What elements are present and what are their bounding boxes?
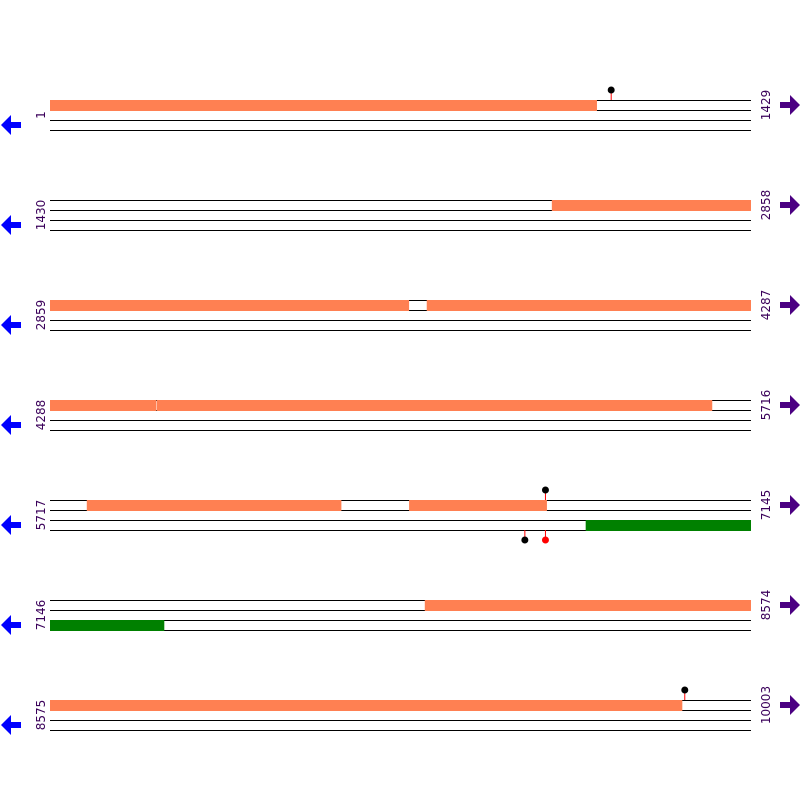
sequence-row: 4288 5716 bbox=[1, 390, 800, 435]
orf-bar-forward bbox=[426, 300, 751, 311]
sequence-row: 5717 7145 bbox=[1, 486, 800, 544]
orf-bar-forward bbox=[50, 700, 683, 711]
row-start-label: 2859 bbox=[34, 300, 48, 331]
arrow-left-icon bbox=[1, 515, 21, 535]
lollipop-marker-icon bbox=[607, 86, 615, 94]
orf-bar-forward bbox=[86, 500, 342, 511]
arrow-right-icon bbox=[780, 495, 800, 515]
orf-bar-forward bbox=[409, 500, 547, 511]
row-end-label: 1429 bbox=[759, 90, 773, 121]
row-end-label: 10003 bbox=[759, 686, 773, 724]
orf-bar-reverse bbox=[585, 520, 751, 531]
arrow-left-icon bbox=[1, 215, 21, 235]
sequence-row: 1 1429 bbox=[1, 86, 800, 135]
arrow-right-icon bbox=[780, 195, 800, 215]
orf-bar-forward bbox=[156, 400, 713, 411]
row-start-label: 4288 bbox=[34, 400, 48, 431]
row-start-label: 1430 bbox=[34, 200, 48, 231]
orf-bar-forward bbox=[551, 200, 751, 211]
sequence-row: 7146 8574 bbox=[1, 590, 800, 635]
lollipop-marker-icon bbox=[541, 486, 549, 494]
arrow-left-icon bbox=[1, 115, 21, 135]
row-start-label: 1 bbox=[34, 111, 48, 119]
row-end-label: 4287 bbox=[759, 290, 773, 321]
lollipop-marker-icon bbox=[521, 536, 529, 544]
orf-bar-forward bbox=[50, 100, 597, 111]
arrow-left-icon bbox=[1, 315, 21, 335]
orf-bar-forward bbox=[50, 400, 157, 411]
lollipop-marker-icon bbox=[541, 536, 549, 544]
row-end-label: 7145 bbox=[759, 490, 773, 521]
arrow-right-icon bbox=[780, 295, 800, 315]
orf-bar-forward bbox=[424, 600, 751, 611]
row-start-label: 5717 bbox=[34, 500, 48, 531]
arrow-right-icon bbox=[780, 95, 800, 115]
sequence-row: 2859 4287 bbox=[1, 290, 800, 335]
sequence-row: 1430 2858 bbox=[1, 190, 800, 235]
arrow-right-icon bbox=[780, 595, 800, 615]
row-start-label: 8575 bbox=[34, 700, 48, 731]
arrow-right-icon bbox=[780, 395, 800, 415]
row-start-label: 7146 bbox=[34, 600, 48, 631]
orf-bar-forward bbox=[50, 300, 410, 311]
row-end-label: 8574 bbox=[759, 590, 773, 621]
arrow-left-icon bbox=[1, 615, 21, 635]
row-end-label: 5716 bbox=[759, 390, 773, 421]
orf-bar-reverse bbox=[50, 620, 165, 631]
lollipop-marker-icon bbox=[681, 686, 689, 694]
sequence-row: 8575 10003 bbox=[1, 686, 800, 735]
arrow-left-icon bbox=[1, 715, 21, 735]
arrow-left-icon bbox=[1, 415, 21, 435]
row-end-label: 2858 bbox=[759, 190, 773, 221]
arrow-right-icon bbox=[780, 695, 800, 715]
